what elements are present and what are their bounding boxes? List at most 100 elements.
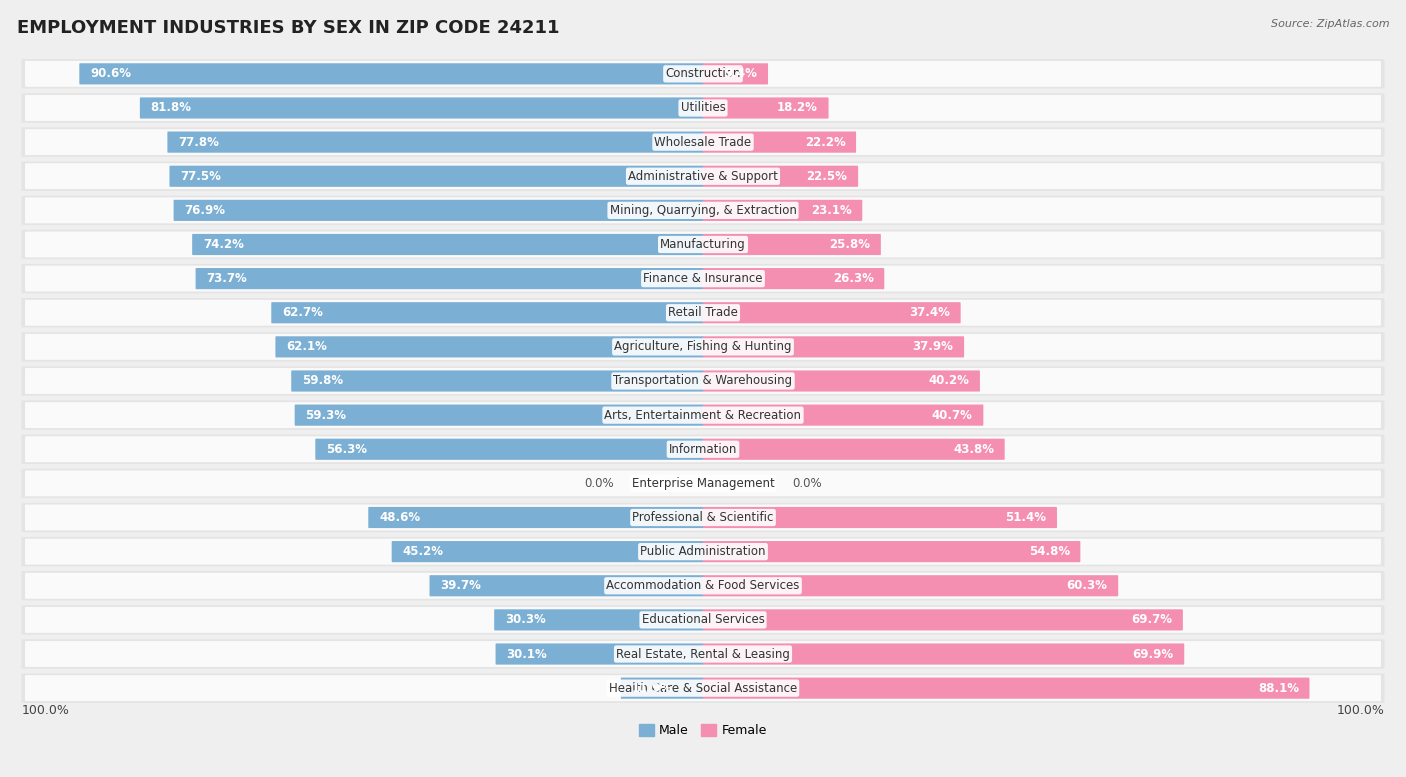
FancyBboxPatch shape	[21, 93, 1385, 123]
FancyBboxPatch shape	[21, 571, 1385, 601]
FancyBboxPatch shape	[21, 162, 1385, 191]
FancyBboxPatch shape	[276, 336, 703, 357]
FancyBboxPatch shape	[703, 575, 1118, 596]
FancyBboxPatch shape	[21, 503, 1385, 532]
FancyBboxPatch shape	[25, 402, 1381, 428]
Text: 11.9%: 11.9%	[631, 681, 672, 695]
FancyBboxPatch shape	[21, 639, 1385, 669]
Text: EMPLOYMENT INDUSTRIES BY SEX IN ZIP CODE 24211: EMPLOYMENT INDUSTRIES BY SEX IN ZIP CODE…	[17, 19, 560, 37]
FancyBboxPatch shape	[21, 127, 1385, 157]
Text: 62.1%: 62.1%	[285, 340, 328, 354]
Text: 100.0%: 100.0%	[22, 704, 70, 717]
FancyBboxPatch shape	[193, 234, 703, 255]
Text: 74.2%: 74.2%	[202, 238, 243, 251]
FancyBboxPatch shape	[703, 371, 980, 392]
FancyBboxPatch shape	[315, 439, 703, 460]
Text: 45.2%: 45.2%	[402, 545, 443, 558]
Text: Public Administration: Public Administration	[640, 545, 766, 558]
FancyBboxPatch shape	[703, 200, 862, 221]
Text: 40.2%: 40.2%	[928, 375, 969, 388]
Text: 25.8%: 25.8%	[830, 238, 870, 251]
Text: 56.3%: 56.3%	[326, 443, 367, 456]
Text: 73.7%: 73.7%	[207, 272, 247, 285]
Text: Wholesale Trade: Wholesale Trade	[654, 136, 752, 148]
FancyBboxPatch shape	[21, 469, 1385, 498]
Text: 59.8%: 59.8%	[302, 375, 343, 388]
Text: 37.4%: 37.4%	[910, 306, 950, 319]
FancyBboxPatch shape	[25, 95, 1381, 121]
Text: 48.6%: 48.6%	[380, 511, 420, 524]
FancyBboxPatch shape	[295, 405, 703, 426]
Text: 23.1%: 23.1%	[811, 204, 852, 217]
Text: Finance & Insurance: Finance & Insurance	[644, 272, 762, 285]
FancyBboxPatch shape	[703, 131, 856, 153]
FancyBboxPatch shape	[703, 234, 880, 255]
FancyBboxPatch shape	[21, 230, 1385, 260]
Text: 22.2%: 22.2%	[804, 136, 845, 148]
FancyBboxPatch shape	[21, 298, 1385, 327]
FancyBboxPatch shape	[703, 439, 1005, 460]
FancyBboxPatch shape	[703, 609, 1182, 630]
Text: 81.8%: 81.8%	[150, 102, 191, 114]
Text: 39.7%: 39.7%	[440, 580, 481, 592]
FancyBboxPatch shape	[25, 334, 1381, 360]
Text: 59.3%: 59.3%	[305, 409, 346, 422]
FancyBboxPatch shape	[25, 129, 1381, 155]
FancyBboxPatch shape	[25, 437, 1381, 462]
Text: Arts, Entertainment & Recreation: Arts, Entertainment & Recreation	[605, 409, 801, 422]
FancyBboxPatch shape	[21, 605, 1385, 635]
Text: 54.8%: 54.8%	[1029, 545, 1070, 558]
Text: 30.1%: 30.1%	[506, 647, 547, 660]
Text: Administrative & Support: Administrative & Support	[628, 169, 778, 183]
Text: 51.4%: 51.4%	[1005, 511, 1046, 524]
FancyBboxPatch shape	[173, 200, 703, 221]
Text: Educational Services: Educational Services	[641, 613, 765, 626]
FancyBboxPatch shape	[25, 266, 1381, 291]
Text: 26.3%: 26.3%	[832, 272, 873, 285]
Text: Source: ZipAtlas.com: Source: ZipAtlas.com	[1271, 19, 1389, 30]
Text: Professional & Scientific: Professional & Scientific	[633, 511, 773, 524]
Text: 0.0%: 0.0%	[583, 477, 613, 490]
FancyBboxPatch shape	[25, 641, 1381, 667]
FancyBboxPatch shape	[167, 131, 703, 153]
FancyBboxPatch shape	[21, 333, 1385, 361]
Text: 62.7%: 62.7%	[283, 306, 323, 319]
Text: Mining, Quarrying, & Extraction: Mining, Quarrying, & Extraction	[610, 204, 796, 217]
FancyBboxPatch shape	[25, 197, 1381, 223]
FancyBboxPatch shape	[25, 607, 1381, 632]
Text: 69.7%: 69.7%	[1132, 613, 1173, 626]
FancyBboxPatch shape	[21, 264, 1385, 293]
FancyBboxPatch shape	[25, 163, 1381, 190]
FancyBboxPatch shape	[495, 643, 703, 664]
Text: Health Care & Social Assistance: Health Care & Social Assistance	[609, 681, 797, 695]
FancyBboxPatch shape	[703, 166, 858, 186]
FancyBboxPatch shape	[368, 507, 703, 528]
Text: Manufacturing: Manufacturing	[661, 238, 745, 251]
Text: 60.3%: 60.3%	[1067, 580, 1108, 592]
FancyBboxPatch shape	[21, 400, 1385, 430]
Text: 43.8%: 43.8%	[953, 443, 994, 456]
FancyBboxPatch shape	[392, 541, 703, 563]
Text: 77.5%: 77.5%	[180, 169, 221, 183]
Legend: Male, Female: Male, Female	[634, 720, 772, 742]
FancyBboxPatch shape	[271, 302, 703, 323]
Text: 40.7%: 40.7%	[932, 409, 973, 422]
FancyBboxPatch shape	[25, 573, 1381, 599]
Text: 76.9%: 76.9%	[184, 204, 225, 217]
FancyBboxPatch shape	[25, 368, 1381, 394]
Text: Retail Trade: Retail Trade	[668, 306, 738, 319]
FancyBboxPatch shape	[621, 678, 703, 699]
Text: Utilities: Utilities	[681, 102, 725, 114]
FancyBboxPatch shape	[703, 63, 768, 85]
Text: 69.9%: 69.9%	[1132, 647, 1174, 660]
FancyBboxPatch shape	[703, 643, 1184, 664]
FancyBboxPatch shape	[703, 302, 960, 323]
FancyBboxPatch shape	[139, 97, 703, 119]
Text: 18.2%: 18.2%	[778, 102, 818, 114]
FancyBboxPatch shape	[703, 97, 828, 119]
Text: Real Estate, Rental & Leasing: Real Estate, Rental & Leasing	[616, 647, 790, 660]
FancyBboxPatch shape	[21, 434, 1385, 464]
FancyBboxPatch shape	[25, 61, 1381, 87]
Text: 77.8%: 77.8%	[179, 136, 219, 148]
Text: 100.0%: 100.0%	[1336, 704, 1384, 717]
